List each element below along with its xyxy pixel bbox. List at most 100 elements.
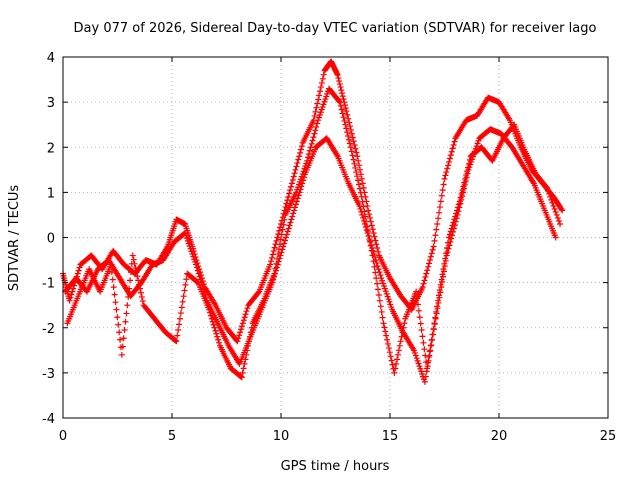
data-point bbox=[121, 327, 128, 334]
data-point bbox=[344, 129, 351, 136]
data-point bbox=[349, 134, 356, 141]
data-point bbox=[295, 156, 302, 163]
data-point bbox=[370, 258, 377, 265]
data-point bbox=[315, 117, 322, 124]
data-point bbox=[547, 193, 554, 200]
data-point bbox=[183, 235, 190, 242]
data-point bbox=[436, 209, 443, 216]
data-point bbox=[137, 289, 144, 296]
data-point bbox=[290, 210, 297, 217]
data-point bbox=[124, 302, 131, 309]
data-point bbox=[135, 277, 142, 284]
data-point bbox=[237, 373, 244, 380]
data-point bbox=[448, 225, 455, 232]
data-point bbox=[108, 269, 115, 276]
data-point bbox=[313, 104, 320, 111]
data-point bbox=[307, 144, 314, 151]
data-point bbox=[274, 255, 281, 262]
data-point bbox=[293, 163, 300, 170]
data-point bbox=[459, 187, 466, 194]
data-point bbox=[438, 276, 445, 283]
data-point bbox=[213, 330, 220, 337]
data-point bbox=[126, 285, 133, 292]
data-point bbox=[337, 84, 344, 91]
data-point bbox=[336, 78, 343, 85]
data-point bbox=[350, 138, 357, 145]
data-point bbox=[287, 183, 294, 190]
data-point bbox=[439, 271, 446, 278]
data-point bbox=[299, 170, 306, 177]
data-point bbox=[133, 269, 140, 276]
series-track-b bbox=[62, 126, 559, 385]
data-point bbox=[357, 189, 364, 196]
data-point bbox=[274, 234, 281, 241]
data-point bbox=[545, 187, 552, 194]
data-point bbox=[377, 303, 384, 310]
data-point bbox=[452, 213, 459, 220]
data-point bbox=[303, 160, 310, 167]
data-point bbox=[255, 289, 262, 296]
data-point bbox=[66, 297, 73, 304]
data-point bbox=[278, 249, 285, 256]
data-point bbox=[425, 354, 432, 361]
y-tick-label: 1 bbox=[47, 186, 55, 201]
data-point bbox=[172, 337, 179, 344]
data-point bbox=[338, 87, 345, 94]
data-point bbox=[115, 321, 122, 328]
data-point bbox=[210, 321, 217, 328]
data-point bbox=[298, 173, 305, 180]
data-point bbox=[454, 204, 461, 211]
data-point bbox=[461, 179, 468, 186]
data-point bbox=[294, 186, 301, 193]
y-tick-label: -3 bbox=[42, 367, 55, 382]
data-point bbox=[319, 104, 326, 111]
data-point bbox=[347, 126, 354, 133]
data-point bbox=[453, 210, 460, 217]
data-point bbox=[363, 218, 370, 225]
data-point bbox=[248, 324, 255, 331]
x-axis-label: GPS time / hours bbox=[281, 459, 390, 474]
data-point bbox=[426, 348, 433, 355]
data-point bbox=[413, 288, 420, 295]
data-point bbox=[369, 252, 376, 259]
data-point bbox=[284, 197, 291, 204]
data-point bbox=[67, 294, 74, 301]
data-point bbox=[276, 227, 283, 234]
data-point bbox=[323, 93, 330, 100]
data-point bbox=[279, 226, 286, 233]
data-point bbox=[347, 123, 354, 130]
data-point bbox=[275, 251, 282, 258]
data-point bbox=[381, 285, 388, 292]
data-point bbox=[214, 333, 221, 340]
data-point bbox=[176, 315, 183, 322]
data-point bbox=[237, 329, 244, 336]
data-point bbox=[187, 245, 194, 252]
data-point bbox=[374, 280, 381, 287]
data-point bbox=[388, 304, 395, 311]
data-point bbox=[465, 160, 472, 167]
data-point bbox=[368, 222, 375, 229]
data-point bbox=[437, 198, 444, 205]
data-point bbox=[430, 325, 437, 332]
data-point bbox=[247, 329, 254, 336]
data-point bbox=[111, 291, 118, 298]
data-point bbox=[555, 217, 562, 224]
data-point bbox=[270, 248, 277, 255]
data-point bbox=[355, 177, 362, 184]
data-point bbox=[339, 110, 346, 117]
data-point bbox=[412, 352, 419, 359]
data-point bbox=[357, 166, 364, 173]
data-point bbox=[76, 264, 83, 271]
data-point bbox=[434, 220, 441, 227]
data-point bbox=[288, 180, 295, 187]
data-point bbox=[335, 75, 342, 82]
data-point bbox=[427, 253, 434, 260]
data-point bbox=[269, 251, 276, 258]
data-point bbox=[419, 371, 426, 378]
data-point bbox=[238, 326, 245, 333]
series-track-a bbox=[60, 58, 566, 345]
data-point bbox=[385, 296, 392, 303]
data-point bbox=[458, 190, 465, 197]
grid bbox=[63, 57, 608, 418]
data-point bbox=[343, 108, 350, 115]
